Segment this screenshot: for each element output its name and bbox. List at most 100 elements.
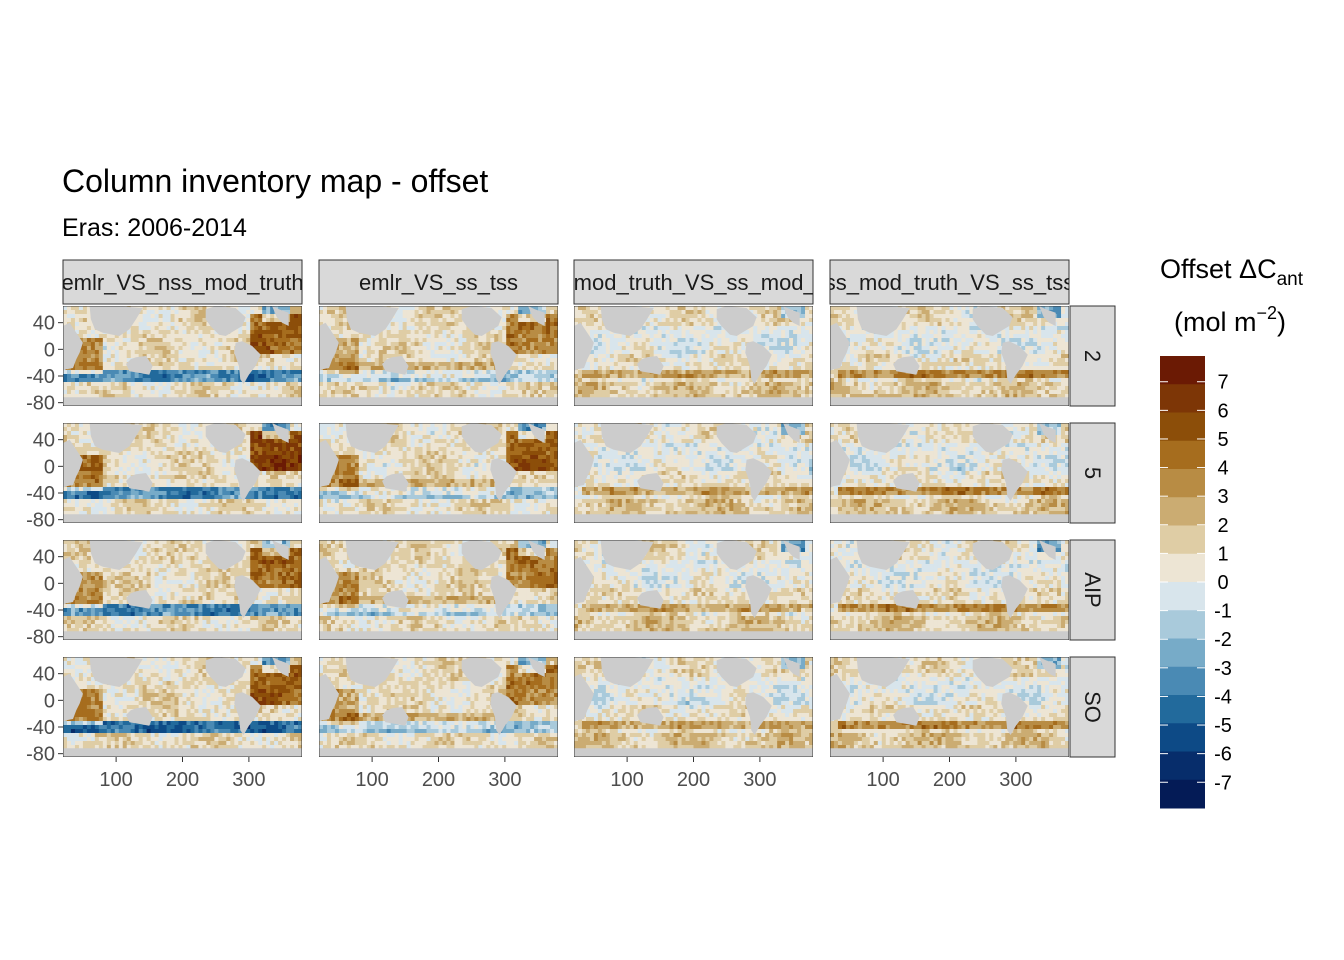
- ocean-cell: [929, 326, 934, 331]
- ocean-cell: [1057, 318, 1062, 323]
- ocean-cell: [1065, 314, 1069, 319]
- ocean-cell: [138, 386, 144, 391]
- ocean-cell: [194, 330, 199, 335]
- facet-panel: [63, 306, 302, 406]
- ocean-cell: [470, 394, 475, 399]
- ocean-cell: [319, 370, 324, 375]
- ocean-cell: [526, 378, 531, 383]
- ocean-cell: [733, 342, 738, 347]
- ocean-cell: [398, 382, 404, 387]
- ocean-cell: [1065, 330, 1069, 335]
- ocean-cell: [713, 374, 718, 379]
- ocean-cell: [478, 386, 483, 391]
- ocean-cell: [398, 322, 404, 327]
- ocean-cell: [637, 334, 643, 339]
- ocean-cell: [338, 350, 344, 355]
- ocean-cell: [777, 358, 782, 363]
- ocean-cell: [542, 382, 547, 387]
- ocean-cell: [809, 358, 813, 363]
- ocean-cell: [438, 342, 443, 347]
- ocean-cell: [589, 394, 595, 399]
- ocean-cell: [510, 326, 515, 331]
- ocean-cell: [518, 310, 523, 315]
- ocean-cell: [753, 314, 758, 319]
- ocean-cell: [450, 382, 455, 387]
- ocean-cell: [609, 342, 615, 347]
- ocean-cell: [366, 394, 372, 399]
- ocean-cell: [174, 354, 179, 359]
- ocean-cell: [685, 374, 690, 379]
- ocean-cell: [158, 318, 163, 323]
- ocean-cell: [138, 342, 144, 347]
- ocean-cell: [290, 318, 295, 323]
- ocean-cell: [665, 346, 670, 351]
- ocean-cell: [785, 394, 790, 399]
- ocean-cell: [250, 326, 255, 331]
- ocean-cell: [761, 378, 766, 383]
- ocean-cell: [278, 346, 283, 351]
- ocean-cell: [773, 330, 778, 335]
- ocean-cell: [961, 318, 966, 323]
- ocean-cell: [458, 318, 463, 323]
- ocean-cell: [218, 374, 223, 379]
- ocean-cell: [334, 358, 340, 363]
- ocean-cell: [230, 358, 235, 363]
- ocean-cell: [274, 326, 279, 331]
- ocean-cell: [833, 306, 839, 311]
- ocean-cell: [258, 366, 263, 371]
- ocean-cell: [426, 366, 431, 371]
- ocean-cell: [597, 390, 603, 395]
- ocean-cell: [797, 350, 802, 355]
- ocean-cell: [661, 330, 667, 335]
- ocean-cell: [701, 354, 706, 359]
- ocean-cell: [274, 386, 279, 391]
- ocean-cell: [258, 322, 263, 327]
- ocean-cell: [350, 354, 356, 359]
- ocean-cell: [362, 370, 368, 375]
- ocean-cell: [769, 306, 774, 311]
- ocean-cell: [889, 334, 895, 339]
- ocean-cell: [701, 326, 706, 331]
- ocean-cell: [394, 350, 400, 355]
- ocean-cell: [270, 334, 275, 339]
- ocean-cell: [1017, 326, 1022, 331]
- ocean-cell: [633, 382, 639, 387]
- ocean-cell: [961, 334, 966, 339]
- ocean-cell: [410, 334, 415, 339]
- ocean-cell: [426, 382, 431, 387]
- ocean-cell: [538, 338, 543, 343]
- ocean-cell: [386, 382, 392, 387]
- ocean-cell: [446, 394, 451, 399]
- ocean-cell: [442, 390, 447, 395]
- ocean-cell: [246, 342, 251, 347]
- ocean-cell: [478, 350, 483, 355]
- ocean-cell: [546, 378, 551, 383]
- ocean-cell: [1005, 306, 1010, 311]
- ocean-cell: [414, 342, 419, 347]
- ocean-cell: [486, 374, 491, 379]
- ocean-cell: [737, 370, 742, 375]
- ocean-cell: [114, 354, 120, 359]
- ocean-cell: [913, 330, 919, 335]
- ocean-cell: [693, 322, 698, 327]
- ocean-cell: [538, 306, 543, 311]
- ocean-cell: [74, 322, 80, 327]
- ocean-cell: [426, 326, 431, 331]
- ocean-cell: [82, 334, 88, 339]
- ocean-cell: [78, 310, 84, 315]
- ocean-cell: [98, 362, 104, 367]
- ocean-cell: [801, 366, 806, 371]
- ocean-cell: [941, 318, 946, 323]
- ocean-cell: [737, 350, 742, 355]
- ocean-cell: [585, 386, 591, 391]
- ocean-cell: [546, 326, 551, 331]
- ocean-cell: [438, 338, 443, 343]
- ocean-cell: [226, 382, 231, 387]
- ocean-cell: [234, 394, 239, 399]
- ocean-cell: [134, 318, 140, 323]
- ocean-cell: [450, 366, 455, 371]
- ocean-cell: [693, 370, 698, 375]
- ocean-cell: [917, 310, 923, 315]
- ocean-cell: [126, 378, 132, 383]
- ocean-cell: [649, 386, 655, 391]
